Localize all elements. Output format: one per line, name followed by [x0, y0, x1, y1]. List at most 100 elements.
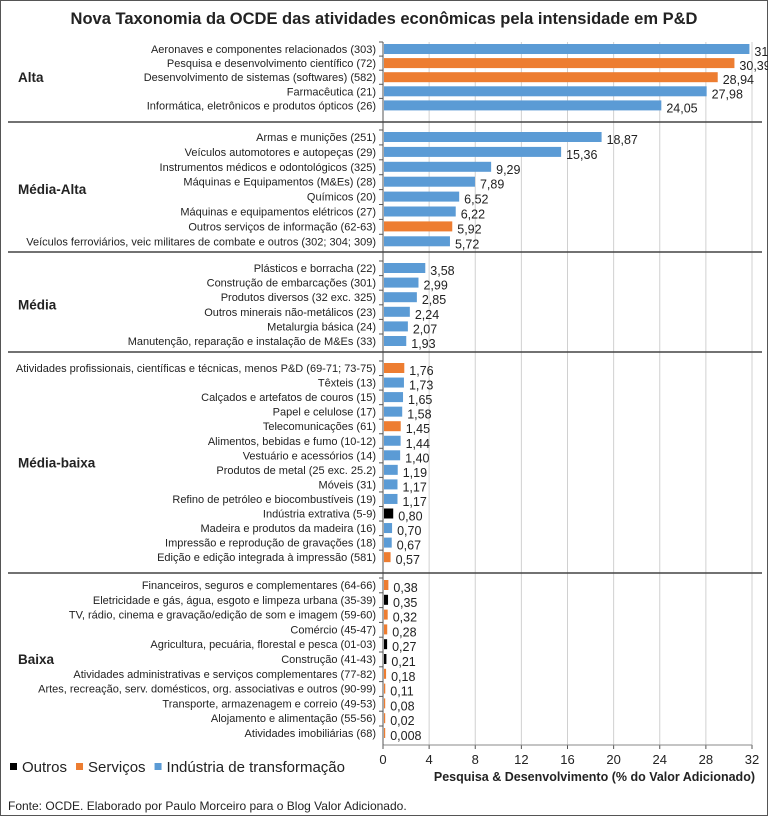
bar — [384, 537, 392, 548]
category-label: Alojamento e alimentação (55-56) — [211, 713, 376, 725]
bar — [384, 146, 562, 157]
x-tick-label: 24 — [653, 752, 667, 767]
x-tick-label: 8 — [472, 752, 479, 767]
source-note: Fonte: OCDE. Elaborado por Paulo Morceir… — [8, 799, 407, 813]
category-label: Atividades administrativas e serviços co… — [73, 669, 376, 681]
data-label: 6,52 — [464, 193, 488, 207]
data-label: 1,45 — [406, 422, 430, 436]
bar — [384, 206, 456, 217]
category-label: Eletricidade e gás, água, esgoto e limpe… — [93, 595, 376, 607]
data-label: 1,17 — [402, 495, 426, 509]
data-label: 2,07 — [413, 322, 437, 336]
data-label: 0,008 — [390, 729, 421, 743]
bar — [384, 479, 398, 490]
category-label: Agricultura, pecuária, florestal e pesca… — [150, 639, 376, 651]
bar — [384, 336, 407, 346]
bar — [384, 508, 394, 519]
x-tick-label: 28 — [699, 752, 713, 767]
data-label: 3,58 — [430, 264, 454, 278]
data-label: 27,98 — [712, 87, 743, 101]
x-tick-label: 4 — [426, 752, 433, 767]
group-label: Média — [18, 298, 57, 313]
bar — [384, 292, 417, 303]
legend-swatch — [10, 763, 17, 770]
x-tick-label: 20 — [606, 752, 620, 767]
category-label: Impressão e reprodução de gravações (18) — [165, 538, 376, 550]
gridlines: 0 4 8 12 16 20 24 28 32 — [8, 41, 762, 767]
bar — [384, 594, 389, 605]
bar — [384, 406, 403, 417]
legend-label: Outros — [22, 759, 67, 776]
category-label: Desenvolvimento de sistemas (softwares) … — [144, 72, 376, 84]
category-label: Comércio (45-47) — [290, 624, 376, 636]
legend-swatch — [154, 763, 162, 770]
bar — [384, 639, 388, 650]
data-label: 15,36 — [566, 148, 597, 162]
group-label: Baixa — [18, 652, 55, 667]
category-label: Financeiros, seguros e complementares (6… — [142, 580, 376, 592]
category-label: Transporte, armazenagem e correio (49-53… — [162, 698, 376, 710]
category-label: Atividades imobiliárias (68) — [245, 728, 376, 740]
bar — [384, 58, 735, 69]
bar — [384, 728, 386, 738]
bar — [384, 161, 492, 172]
data-label: 18,87 — [607, 133, 638, 147]
bar — [384, 44, 750, 54]
category-label: Refino de petróleo e biocombustíveis (19… — [172, 494, 376, 506]
group-label: Alta — [18, 70, 44, 85]
data-label: 7,89 — [480, 178, 504, 192]
category-label: Máquinas e Equipamentos (M&Es) (28) — [183, 177, 376, 189]
x-tick-label: 12 — [514, 752, 528, 767]
x-tick-label: 0 — [379, 752, 386, 767]
x-axis-label: Pesquisa & Desenvolvimento (% do Valor A… — [434, 770, 755, 784]
data-label: 1,17 — [402, 480, 426, 494]
data-label: 1,58 — [407, 408, 431, 422]
bar — [384, 377, 404, 388]
bar — [384, 552, 391, 563]
data-label: 2,99 — [423, 279, 447, 293]
data-label: 28,94 — [723, 73, 754, 87]
category-label: Alimentos, bebidas e fumo (10-12) — [208, 436, 376, 448]
data-label: 1,19 — [403, 466, 427, 480]
category-label: Outros minerais não-metálicos (23) — [204, 307, 376, 319]
bars: Alta Aeronaves e componentes relacionados… — [16, 44, 768, 743]
bar — [384, 72, 718, 83]
category-label: Químicos (20) — [307, 192, 376, 204]
data-label: 0,57 — [396, 553, 420, 567]
data-label: 0,80 — [398, 510, 422, 524]
bar — [384, 191, 460, 202]
bar — [384, 86, 707, 97]
data-label: 0,18 — [391, 670, 415, 684]
data-label: 0,11 — [390, 685, 413, 699]
bar — [384, 698, 386, 709]
category-label: Metalurgia básica (24) — [267, 321, 376, 333]
bar — [384, 624, 388, 635]
data-label: 0,08 — [390, 699, 414, 713]
category-label: Construção de embarcações (301) — [207, 278, 376, 290]
bar — [384, 176, 475, 187]
bar — [384, 321, 408, 332]
category-label: Armas e munições (251) — [256, 132, 376, 144]
category-label: Veículos automotores e autopeças (29) — [185, 147, 376, 159]
bar — [384, 683, 386, 694]
data-label: 1,93 — [411, 337, 435, 351]
category-label: Construção (41-43) — [281, 654, 376, 666]
data-label: 5,92 — [457, 222, 481, 236]
data-label: 31,69 — [754, 45, 768, 59]
data-label: 2,85 — [422, 293, 446, 307]
bar — [384, 277, 419, 288]
legend-label: Indústria de transformação — [167, 759, 345, 776]
bar — [384, 609, 388, 620]
legend-swatch — [76, 763, 84, 770]
category-label: Outros serviços de informação (62-63) — [188, 221, 376, 233]
category-label: Produtos de metal (25 exc. 25.2) — [216, 465, 376, 477]
category-label: Calçados e artefatos de couros (15) — [201, 392, 376, 404]
category-label: Instrumentos médicos e odontológicos (32… — [160, 162, 376, 174]
group-label: Média-Alta — [18, 182, 87, 197]
bar — [384, 421, 401, 432]
bar — [384, 713, 386, 724]
data-label: 9,29 — [496, 163, 520, 177]
category-label: Têxteis (13) — [318, 378, 376, 390]
bar — [384, 236, 450, 247]
